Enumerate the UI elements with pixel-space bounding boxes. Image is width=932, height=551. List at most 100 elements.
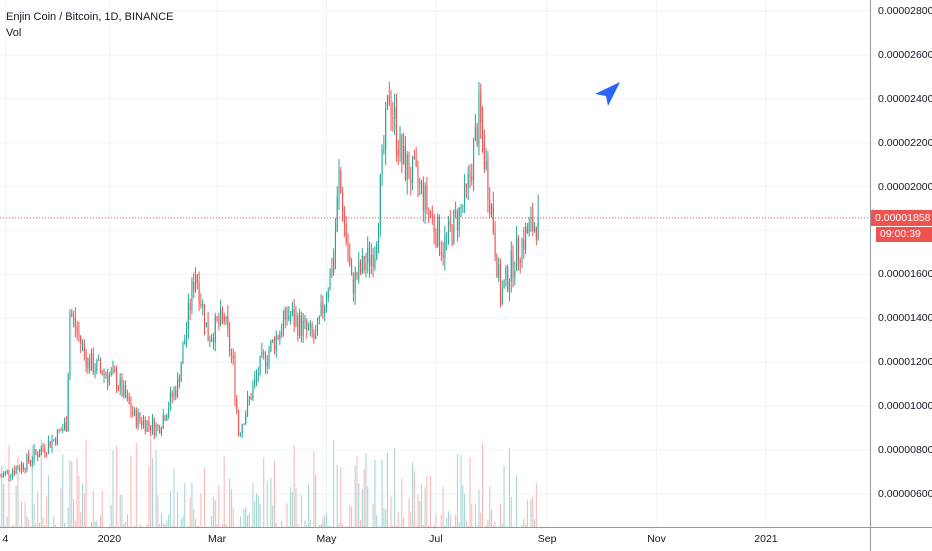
candle-body [344, 219, 345, 223]
volume-bar [491, 510, 492, 527]
candle-body [482, 123, 483, 141]
volume-bar [130, 456, 131, 527]
volume-bar [191, 482, 192, 527]
candle-body [294, 309, 295, 325]
price-tick-label: 0.00001600 [878, 268, 932, 280]
candle-body [306, 320, 307, 329]
candle-body [225, 316, 226, 321]
candle-body [118, 388, 119, 389]
candle-body [414, 157, 415, 159]
candle-body [408, 155, 409, 179]
volume-bar [340, 467, 341, 527]
candle-body [209, 341, 210, 342]
candle-body [200, 304, 201, 306]
candle-body [313, 334, 314, 339]
volume-bar [419, 501, 420, 527]
candle-body [243, 424, 244, 425]
volume-bar [482, 443, 483, 527]
candle-body [202, 304, 203, 306]
candle-body [240, 433, 241, 435]
volume-bar [532, 497, 533, 527]
candle-body [285, 308, 286, 320]
time-tick-label: 2021 [754, 533, 777, 545]
candle-body [448, 221, 449, 235]
candle-body [434, 216, 435, 232]
volume-bar [252, 483, 253, 527]
candle-body [134, 410, 135, 415]
volume-bar [73, 499, 74, 527]
candle-body [129, 396, 130, 404]
chart-legend: Enjin Coin / Bitcoin, 1D, BINANCE Vol [6, 9, 174, 41]
volume-bar [398, 512, 399, 527]
candle-body [396, 107, 397, 149]
volume-bar [218, 486, 219, 527]
candle-body [139, 413, 140, 420]
volume-bar [93, 491, 94, 527]
volume-bar [150, 438, 151, 527]
candle-body [347, 242, 348, 255]
candle-body [231, 351, 232, 355]
volume-bar [195, 519, 196, 527]
volume-bar [16, 485, 17, 527]
volume-bar [295, 488, 296, 527]
candle-body [150, 425, 151, 431]
volume-bar [34, 503, 35, 527]
candle-body [453, 211, 454, 244]
candle-body [186, 329, 187, 340]
volume-bar [349, 505, 350, 527]
chart-plot-area[interactable] [0, 0, 870, 527]
volume-bar [136, 443, 137, 527]
volume-bar [356, 457, 357, 527]
candle-body [371, 255, 372, 265]
volume-bar [471, 504, 472, 527]
volume-bar [383, 508, 384, 527]
volume-bar [263, 457, 264, 527]
volume-bar [168, 515, 169, 527]
candle-body [369, 248, 370, 266]
candle-body [51, 440, 52, 448]
candle-body [8, 470, 9, 476]
candle-body [460, 206, 461, 207]
volume-bar [455, 515, 456, 527]
volume-bar [77, 458, 78, 527]
volume-bar [315, 475, 316, 527]
candle-body [112, 369, 113, 371]
price-tick-label: 0.00000600 [878, 488, 932, 500]
candle-body [527, 227, 528, 233]
candle-body [473, 141, 474, 180]
candle-body [193, 282, 194, 292]
candle-body [525, 227, 526, 250]
volume-bar [184, 483, 185, 527]
candle-body [215, 316, 216, 343]
candle-body [405, 146, 406, 180]
price-tick-label: 0.00002000 [878, 181, 932, 193]
volume-bar [509, 448, 510, 527]
candle-body [462, 206, 463, 207]
candle-body [107, 375, 108, 382]
candle-body [23, 464, 24, 470]
candle-body [37, 453, 38, 457]
volume-bar [173, 469, 174, 527]
candle-body [249, 397, 250, 398]
candle-body [184, 340, 185, 344]
volume-bar [425, 487, 426, 527]
candle-body [238, 411, 239, 435]
candle-body [197, 275, 198, 283]
volume-bar [78, 476, 79, 527]
candle-body [258, 375, 259, 376]
volume-bar [360, 520, 361, 527]
candle-body [478, 94, 479, 145]
candle-body [0, 476, 1, 477]
volume-bar [231, 489, 232, 527]
price-tick-label: 0.00002800 [878, 5, 932, 17]
candle-body [50, 441, 51, 448]
volume-bar [152, 458, 153, 527]
candle-body [130, 404, 131, 412]
volume-bar [374, 460, 375, 527]
candlestick-chart[interactable] [0, 0, 870, 527]
volume-bar [120, 495, 121, 527]
candle-body [147, 421, 148, 431]
symbol-title: Enjin Coin / Bitcoin, 1D, BINANCE [6, 9, 174, 25]
